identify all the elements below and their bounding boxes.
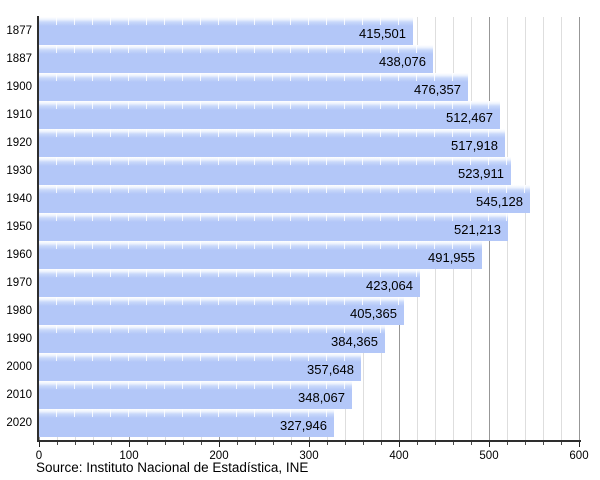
x-axis-line	[37, 440, 581, 442]
bar-row: 512,467	[39, 101, 580, 129]
bar-value-label: 517,918	[451, 138, 498, 153]
x-axis-tick-label: 400	[389, 450, 409, 462]
bar-value-label: 476,357	[414, 82, 461, 97]
bar: 491,955	[39, 241, 482, 269]
bar-value-label: 521,213	[454, 222, 501, 237]
bar: 521,213	[39, 213, 508, 241]
bar: 476,357	[39, 73, 468, 101]
bar: 517,918	[39, 129, 505, 157]
bar: 523,911	[39, 157, 511, 185]
bar-value-label: 327,946	[280, 418, 327, 433]
bar-value-label: 348,067	[298, 390, 345, 405]
bar: 327,946	[39, 409, 334, 437]
bar-series: 415,501 438,076 476,357 512,467 517,918 523,9…	[39, 17, 580, 437]
bar-row: 491,955	[39, 241, 580, 269]
bar-value-label: 415,501	[359, 26, 406, 41]
y-axis-labels: 1877 1887 1900 1910 1920 1930 1940 1950 1960 1970…	[0, 17, 32, 437]
bar-row: 517,918	[39, 129, 580, 157]
bar-row: 476,357	[39, 73, 580, 101]
x-axis-tick-label: 300	[299, 450, 319, 462]
y-axis-label: 1920	[6, 137, 32, 149]
bar: 357,648	[39, 353, 361, 381]
y-axis-label: 1950	[6, 221, 32, 233]
y-axis-label: 1900	[6, 81, 32, 93]
bar: 405,365	[39, 297, 404, 325]
y-axis-label: 2000	[6, 361, 32, 373]
x-axis-tick-label: 100	[119, 450, 139, 462]
bar: 348,067	[39, 381, 352, 409]
bar-row: 438,076	[39, 45, 580, 73]
x-axis-tick-label: 500	[479, 450, 499, 462]
bar-value-label: 545,128	[476, 194, 523, 209]
bar-value-label: 491,955	[428, 250, 475, 265]
x-axis-tick-label: 0	[35, 450, 43, 462]
bar-value-label: 357,648	[307, 362, 354, 377]
bar-value-label: 523,911	[457, 166, 504, 181]
y-axis-line	[37, 16, 39, 442]
x-axis-tick-marks	[39, 442, 580, 448]
bar-row: 405,365	[39, 297, 580, 325]
y-axis-label: 1910	[6, 109, 32, 121]
bar-value-label: 512,467	[446, 110, 493, 125]
bar-row: 521,213	[39, 213, 580, 241]
y-axis-label: 1887	[6, 53, 32, 65]
bar-value-label: 438,076	[379, 54, 426, 69]
y-axis-label: 1980	[6, 305, 32, 317]
bar: 438,076	[39, 45, 433, 73]
bar-row: 384,365	[39, 325, 580, 353]
bar-value-label: 405,365	[350, 306, 397, 321]
y-axis-label: 1940	[6, 193, 32, 205]
y-axis-label: 1877	[6, 25, 32, 37]
y-axis-label: 1930	[6, 165, 32, 177]
y-axis-label: 1990	[6, 333, 32, 345]
bar-row: 545,128	[39, 185, 580, 213]
bar-value-label: 384,365	[331, 334, 378, 349]
bar-row: 423,064	[39, 269, 580, 297]
bar: 415,501	[39, 17, 413, 45]
bar-row: 327,946	[39, 409, 580, 437]
source-caption: Source: Instituto Nacional de Estadístic…	[36, 460, 309, 475]
bar-value-label: 423,064	[366, 278, 413, 293]
bar-row: 415,501	[39, 17, 580, 45]
y-axis-label: 1970	[6, 277, 32, 289]
y-axis-label: 2020	[6, 417, 32, 429]
bar: 384,365	[39, 325, 385, 353]
bar: 545,128	[39, 185, 530, 213]
bar-row: 348,067	[39, 381, 580, 409]
y-axis-label: 1960	[6, 249, 32, 261]
y-axis-label: 2010	[6, 389, 32, 401]
bar: 512,467	[39, 101, 500, 129]
bar-row: 357,648	[39, 353, 580, 381]
bar: 423,064	[39, 269, 420, 297]
x-axis-tick-label: 200	[209, 450, 229, 462]
x-axis-tick-label: 600	[569, 450, 589, 462]
bar-row: 523,911	[39, 157, 580, 185]
